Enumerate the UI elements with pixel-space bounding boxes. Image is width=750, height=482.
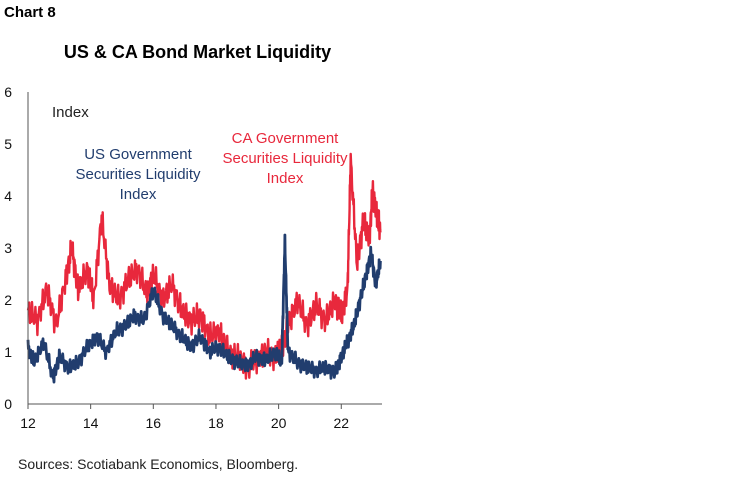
y-axis-unit-label: Index [52, 104, 89, 121]
ca-annotation-line: CA Government [232, 130, 340, 147]
y-tick-label: 0 [4, 396, 12, 412]
y-tick-label: 1 [4, 344, 12, 360]
y-tick-label: 5 [4, 136, 12, 152]
ca-annotation-line: Securities Liquidity [222, 150, 348, 167]
x-tick-label: 14 [83, 415, 99, 431]
ca-annotation-line: Index [267, 170, 304, 187]
us-annotation-line: Index [120, 186, 157, 203]
us-annotation-line: Securities Liquidity [75, 166, 201, 183]
y-tick-label: 6 [4, 84, 12, 100]
us-annotation-line: US Government [84, 146, 192, 163]
chart-title: US & CA Bond Market Liquidity [63, 42, 332, 62]
y-tick-label: 3 [4, 240, 12, 256]
us-series-line [26, 233, 382, 384]
ca-series-line [26, 152, 382, 380]
x-tick-label: 22 [333, 415, 349, 431]
chart-number-label: Chart 8 [4, 4, 56, 21]
y-tick-label: 4 [4, 188, 12, 204]
y-tick-labels: 0 1 2 3 4 5 6 [4, 84, 12, 412]
source-note: Sources: Scotiabank Economics, Bloomberg… [18, 456, 299, 472]
y-tick-label: 2 [4, 292, 12, 308]
x-tick-label: 20 [271, 415, 287, 431]
x-tick-label: 18 [208, 415, 224, 431]
x-tick-labels: 12 14 16 18 20 22 [20, 404, 349, 431]
x-tick-label: 16 [146, 415, 162, 431]
x-tick-label: 12 [20, 415, 36, 431]
plot-area [26, 152, 382, 384]
series-annotations: US Government Securities Liquidity Index CA… [75, 130, 348, 203]
chart-axes [27, 92, 382, 405]
